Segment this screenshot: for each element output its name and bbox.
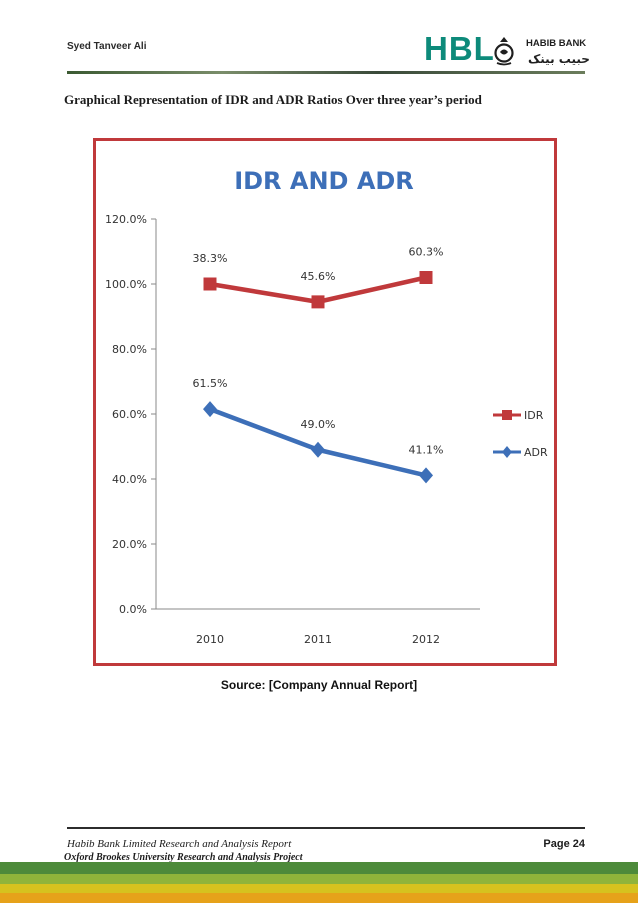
- footer-band-lightgreen: [0, 874, 638, 884]
- x-tick-label: 2010: [196, 633, 224, 646]
- idr-point-marker: [203, 277, 217, 291]
- adr-data-label: 61.5%: [193, 377, 228, 390]
- footer-band-orange: [0, 893, 638, 903]
- legend-swatch-marker: [502, 446, 512, 458]
- y-tick-label: 80.0%: [112, 343, 147, 356]
- document-title: Graphical Representation of IDR and ADR …: [64, 92, 482, 107]
- adr-point-marker: [419, 467, 433, 484]
- idr-point-marker: [311, 295, 325, 309]
- y-tick-label: 100.0%: [105, 278, 147, 291]
- x-tick-label: 2011: [304, 633, 332, 646]
- header-author: Syed Tanveer Ali: [67, 41, 147, 52]
- footer-band-yellow: [0, 884, 638, 893]
- chart-title: IDR AND ADR: [234, 167, 414, 195]
- y-tick-label: 60.0%: [112, 408, 147, 421]
- idr-data-label: 38.3%: [193, 252, 228, 265]
- idr-data-label: 60.3%: [409, 246, 444, 259]
- legend-label-idr: IDR: [524, 409, 544, 422]
- y-tick-label: 40.0%: [112, 473, 147, 486]
- y-tick-label: 20.0%: [112, 538, 147, 551]
- idr-adr-chart: IDR AND ADR 0.0% 20.0% 40.0% 60.0% 80.0% 100.…: [105, 167, 548, 646]
- logo-bank-name-urdu: حبیب بینک: [528, 52, 590, 66]
- idr-point-marker: [419, 271, 433, 284]
- page-number: Page 24: [543, 838, 585, 850]
- chart-source: Source: [Company Annual Report]: [220, 678, 418, 692]
- hbl-logo-text: HBL: [424, 30, 495, 67]
- adr-point-marker: [203, 401, 217, 418]
- adr-data-label: 41.1%: [409, 443, 444, 456]
- y-tick-label: 120.0%: [105, 213, 147, 226]
- adr-point-marker: [311, 441, 325, 458]
- x-tick-label: 2012: [412, 633, 440, 646]
- footer-band-green: [0, 862, 638, 874]
- header-divider: [67, 71, 585, 74]
- hbl-emblem-icon: [494, 37, 514, 66]
- idr-data-label: 45.6%: [301, 270, 336, 283]
- legend-swatch-marker: [502, 410, 512, 420]
- footer-project-title: Oxford Brookes University Research and A…: [64, 852, 303, 863]
- legend-label-adr: ADR: [524, 446, 548, 459]
- logo-bank-name: HABIB BANK: [526, 38, 587, 49]
- y-tick-label: 0.0%: [119, 603, 147, 616]
- chart-frame: IDR AND ADR 0.0% 20.0% 40.0% 60.0% 80.0% 100.…: [93, 138, 557, 666]
- adr-data-label: 49.0%: [301, 418, 336, 431]
- footer-divider: [67, 827, 585, 829]
- footer-report-title: Habib Bank Limited Research and Analysis…: [67, 838, 292, 850]
